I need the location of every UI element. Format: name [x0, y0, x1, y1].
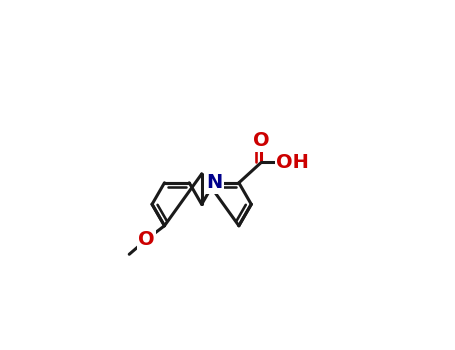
Text: N: N [206, 173, 222, 192]
Text: O: O [253, 131, 269, 150]
Text: O: O [138, 230, 155, 249]
Text: OH: OH [276, 153, 309, 172]
